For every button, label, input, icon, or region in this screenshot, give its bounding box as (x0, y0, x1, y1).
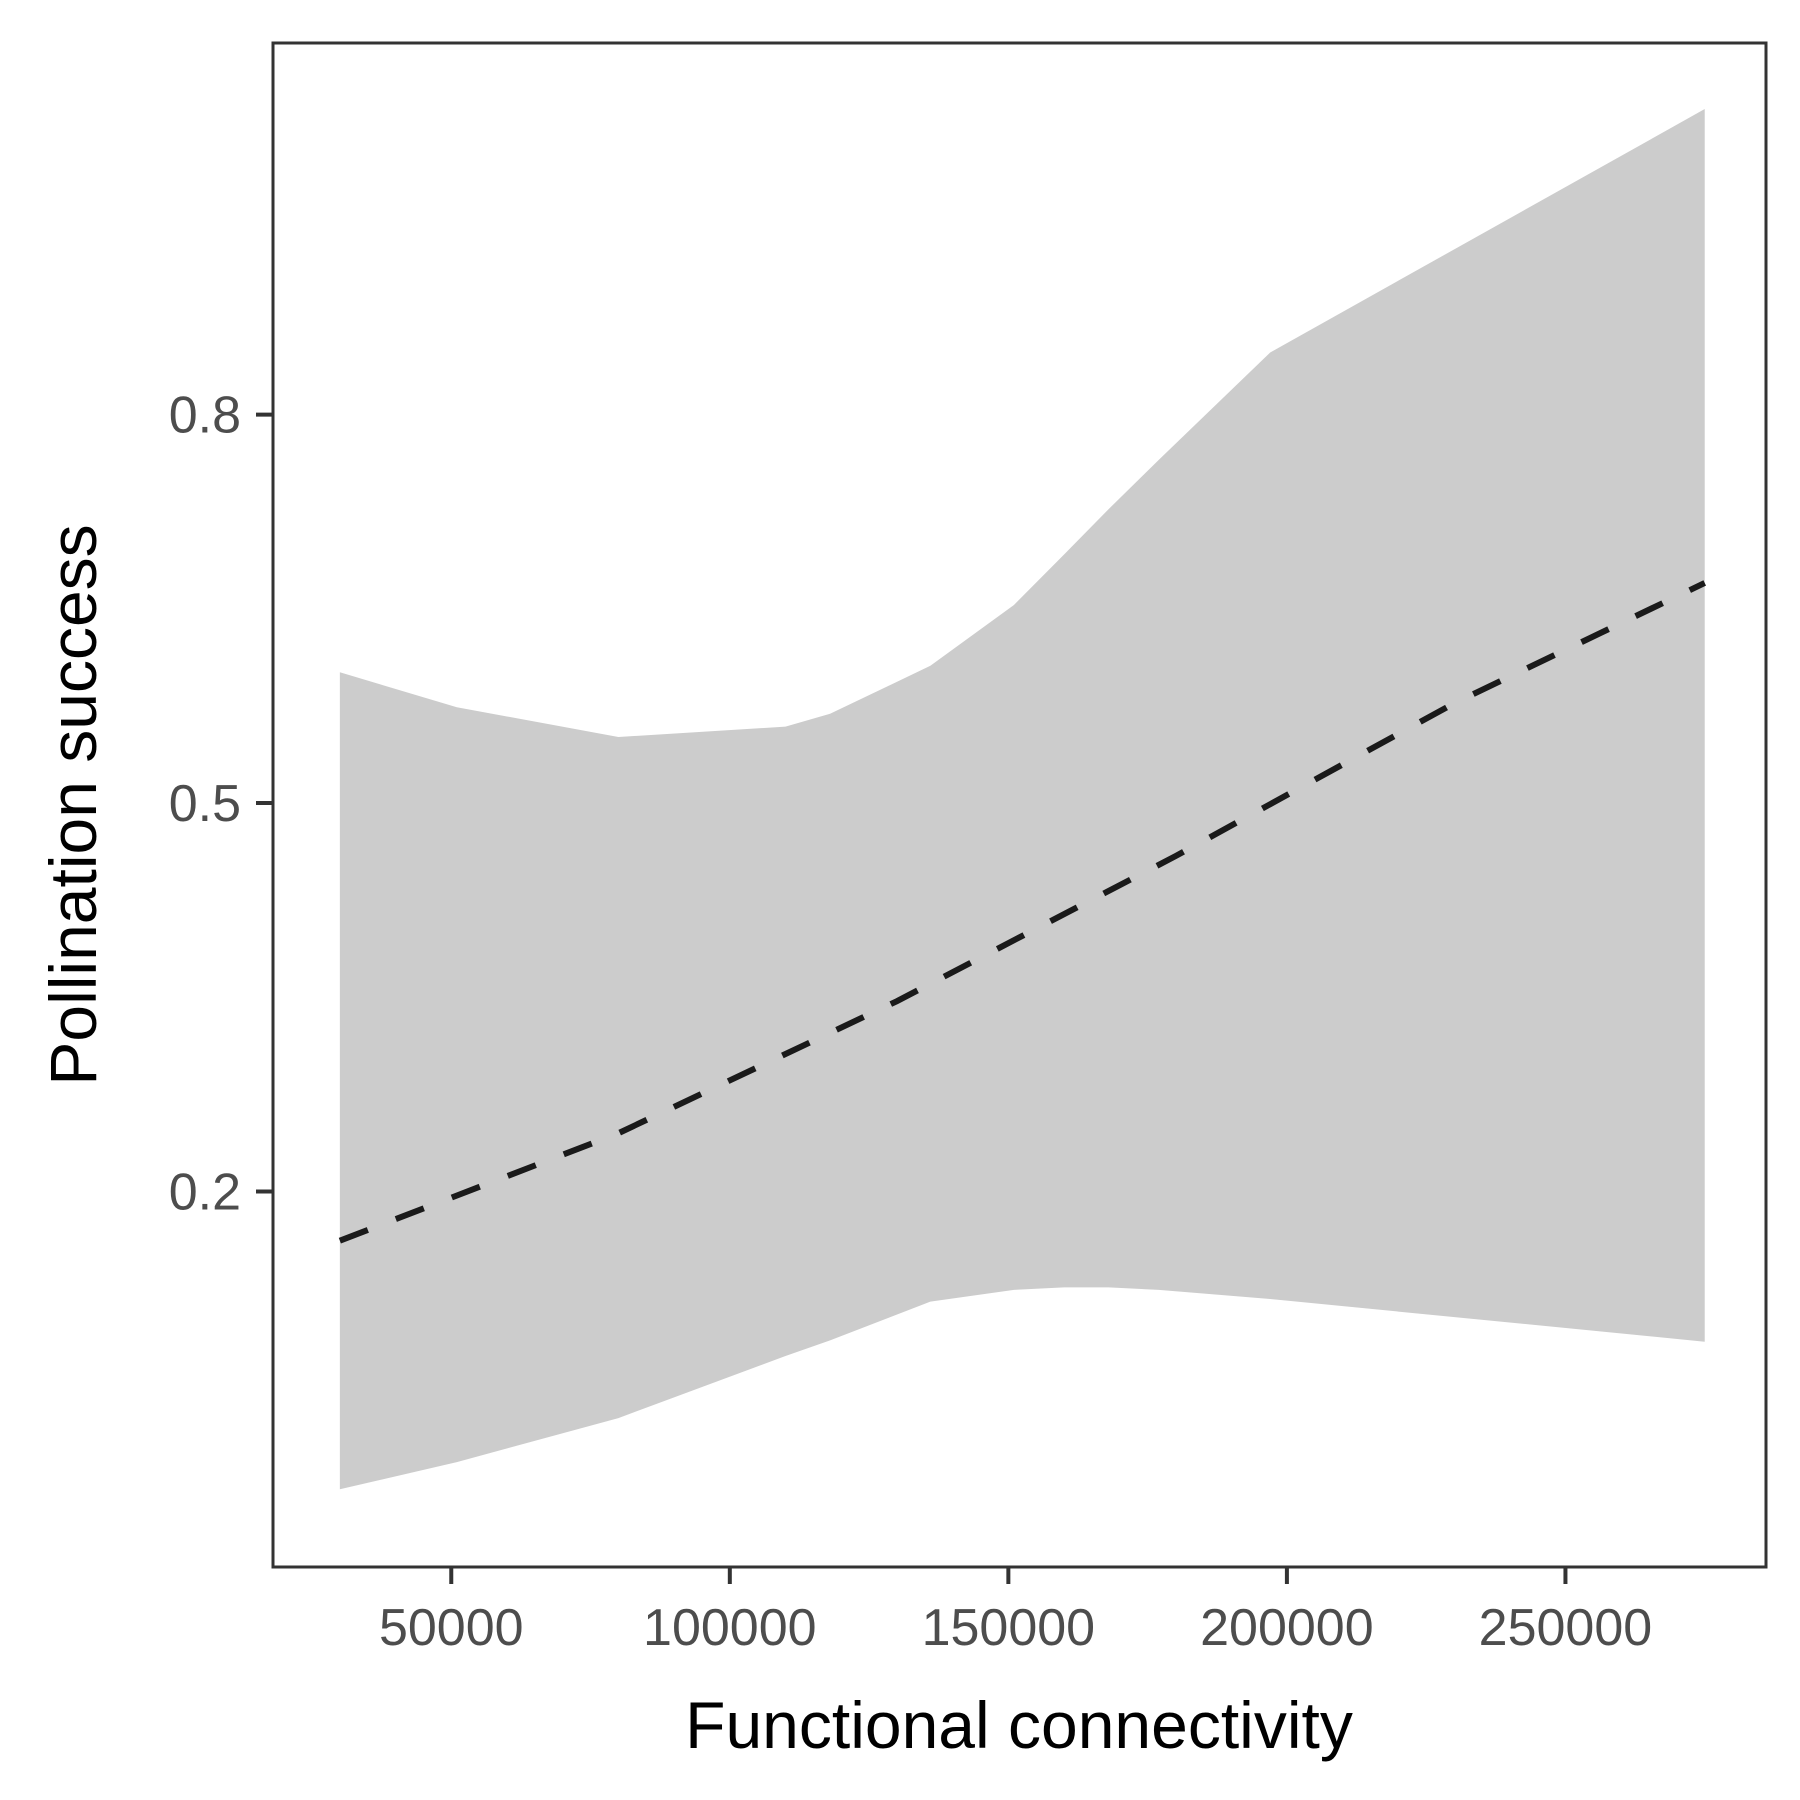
y-tick-label: 0.5 (169, 775, 241, 833)
confidence-band-layer (339, 109, 1705, 1490)
x-tick-label: 150000 (922, 1599, 1096, 1657)
x-tick-label: 250000 (1479, 1599, 1653, 1657)
fitted-line (338, 580, 1707, 1244)
y-axis-title: Pollination success (36, 524, 110, 1085)
confidence-band (339, 109, 1705, 1490)
y-axis: 0.2 0.5 0.8 (169, 387, 273, 1222)
x-axis: 50000 100000 150000 200000 250000 (379, 1567, 1652, 1657)
x-axis-title: Functional connectivity (685, 1688, 1353, 1762)
y-tick-label: 0.8 (169, 387, 241, 445)
x-tick-label: 50000 (379, 1599, 524, 1657)
fitted-line-layer (338, 580, 1707, 1244)
x-tick-label: 200000 (1200, 1599, 1374, 1657)
y-tick-label: 0.2 (169, 1164, 241, 1222)
x-tick-label: 100000 (643, 1599, 817, 1657)
